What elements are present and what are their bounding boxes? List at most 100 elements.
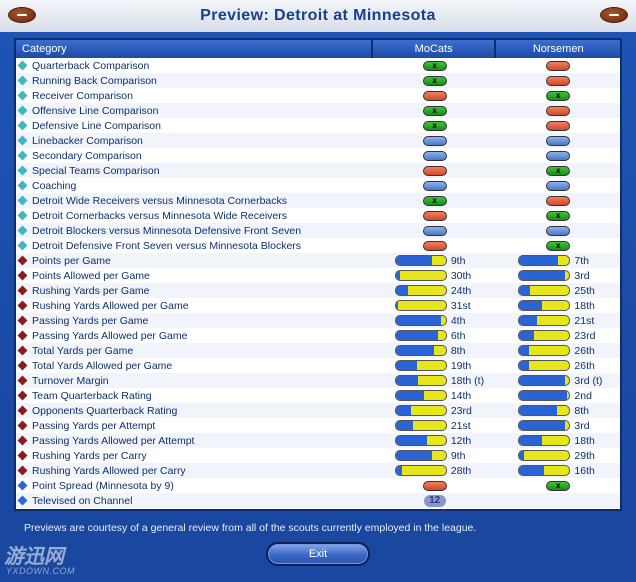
bullet-icon (17, 495, 28, 506)
team1-cell: x (373, 60, 497, 71)
rank-bar-wrap: 26th (496, 345, 595, 357)
table-row[interactable]: Coaching (16, 178, 620, 193)
team2-cell: x (496, 210, 620, 221)
watermark-logo: 游迅网 (4, 546, 64, 568)
category-cell: Quarterback Comparison (16, 60, 373, 72)
rank-label: 31st (450, 299, 471, 312)
team1-cell (373, 165, 497, 176)
category-label: Special Teams Comparison (32, 164, 160, 177)
table-row[interactable]: Turnover Margin 18th (t) 3rd (t) (16, 373, 620, 388)
table-row[interactable]: Defensive Line Comparison x (16, 118, 620, 133)
rank-label: 25th (574, 284, 595, 297)
table-row[interactable]: Detroit Cornerbacks versus Minnesota Wid… (16, 208, 620, 223)
table-row[interactable]: Quarterback Comparison x (16, 58, 620, 73)
table-row[interactable]: Special Teams Comparison x (16, 163, 620, 178)
table-row[interactable]: Passing Yards per Game 4th 21st (16, 313, 620, 328)
column-header-team2[interactable]: Norsemen (532, 43, 584, 55)
rank-label: 19th (450, 359, 472, 372)
disadvantage-pill (422, 210, 447, 221)
bullet-icon (17, 90, 28, 101)
table-row[interactable]: Total Yards per Game 8th 26th (16, 343, 620, 358)
rank-label: 23rd (574, 329, 596, 342)
table-row[interactable]: Passing Yards per Attempt 21st 3rd (16, 418, 620, 433)
rank-bar-wrap: 3rd (496, 270, 590, 282)
rank-label: 21st (574, 314, 595, 327)
table-row[interactable]: Detroit Defensive Front Seven versus Min… (16, 238, 620, 253)
rank-bar-wrap: 26th (496, 359, 595, 372)
rank-bar (394, 375, 447, 386)
bullet-icon (17, 165, 28, 176)
team1-cell: 14th (373, 390, 497, 402)
category-label: Points Allowed per Game (32, 269, 150, 282)
bullet-icon (17, 135, 28, 146)
team1-cell: 31st (373, 300, 497, 312)
rank-bar (394, 345, 447, 356)
table-row[interactable]: Detroit Wide Receivers versus Minnesota … (16, 193, 620, 208)
even-pill (546, 180, 571, 191)
table-row[interactable]: Rushing Yards per Carry 9th 29th (16, 448, 620, 463)
rank-label: 28th (450, 464, 472, 477)
category-cell: Rushing Yards per Game (16, 285, 373, 297)
bullet-icon (17, 465, 28, 476)
rank-bar (394, 315, 447, 326)
even-pill (422, 180, 447, 191)
football-icon (8, 7, 36, 23)
category-cell: Total Yards per Game (16, 345, 373, 357)
disadvantage-pill (546, 105, 571, 116)
rank-bar-wrap: 7th (496, 255, 589, 267)
table-row[interactable]: Televised on Channel 12 (16, 493, 620, 508)
table-row[interactable]: Offensive Line Comparison x (16, 103, 620, 118)
exit-button[interactable]: Exit (266, 542, 370, 566)
team2-cell: 16th (496, 465, 620, 477)
table-row[interactable]: Opponents Quarterback Rating 23rd 8th (16, 403, 620, 418)
table-row[interactable]: Point Spread (Minnesota by 9) x (16, 478, 620, 493)
team1-cell: 30th (373, 270, 497, 282)
rank-bar (394, 465, 447, 476)
bullet-icon (17, 240, 28, 251)
window-title: Preview: Detroit at Minnesota (200, 7, 436, 24)
rank-label: 26th (574, 359, 595, 372)
advantage-pill: x (422, 105, 447, 116)
category-label: Passing Yards Allowed per Game (32, 329, 188, 342)
team1-cell: 23rd (373, 405, 497, 417)
team2-cell: 3rd (496, 420, 620, 432)
rank-bar-wrap: 3rd (496, 420, 590, 432)
table-row[interactable]: Passing Yards Allowed per Game 6th 23rd (16, 328, 620, 343)
rank-bar-fill (519, 466, 545, 475)
rank-bar-fill (395, 451, 432, 460)
category-label: Secondary Comparison (32, 149, 142, 162)
table-row[interactable]: Rushing Yards Allowed per Game 31st 18th (16, 298, 620, 313)
disadvantage-pill (546, 195, 571, 206)
table-row[interactable]: Receiver Comparison x (16, 88, 620, 103)
table-row[interactable]: Points Allowed per Game 30th 3rd (16, 268, 620, 283)
table-row[interactable]: Linebacker Comparison (16, 133, 620, 148)
table-row[interactable]: Secondary Comparison (16, 148, 620, 163)
team2-cell: 3rd (496, 270, 620, 282)
disadvantage-pill (546, 60, 571, 71)
rank-bar-wrap: 9th (373, 254, 466, 267)
category-label: Running Back Comparison (32, 74, 157, 87)
rank-label: 9th (450, 254, 466, 267)
category-cell: Receiver Comparison (16, 90, 373, 102)
table-row[interactable]: Points per Game 9th 7th (16, 253, 620, 268)
rank-bar-fill (519, 436, 542, 445)
table-row[interactable]: Team Quarterback Rating 14th 2nd (16, 388, 620, 403)
team2-cell: 25th (496, 285, 620, 297)
table-row[interactable]: Detroit Blockers versus Minnesota Defens… (16, 223, 620, 238)
table-row[interactable]: Passing Yards Allowed per Attempt 12th 18t… (16, 433, 620, 448)
column-header-team1[interactable]: MoCats (373, 40, 497, 58)
category-cell: Passing Yards Allowed per Attempt (16, 435, 373, 447)
table-row[interactable]: Total Yards Allowed per Game 19th 26th (16, 358, 620, 373)
rank-bar-wrap: 14th (373, 390, 471, 402)
table-row[interactable]: Running Back Comparison x (16, 73, 620, 88)
channel-badge: 12 (423, 494, 446, 507)
team1-cell: 12 (373, 494, 497, 507)
rank-bar (394, 300, 447, 311)
team2-cell (496, 105, 620, 116)
team2-cell: x (496, 480, 620, 491)
rank-bar-wrap: 18th (496, 435, 595, 447)
rank-bar-fill (395, 406, 411, 415)
table-row[interactable]: Rushing Yards per Game 24th 25th (16, 283, 620, 298)
table-row[interactable]: Rushing Yards Allowed per Carry 28th 16th (16, 463, 620, 478)
column-header-category[interactable]: Category (16, 40, 373, 58)
